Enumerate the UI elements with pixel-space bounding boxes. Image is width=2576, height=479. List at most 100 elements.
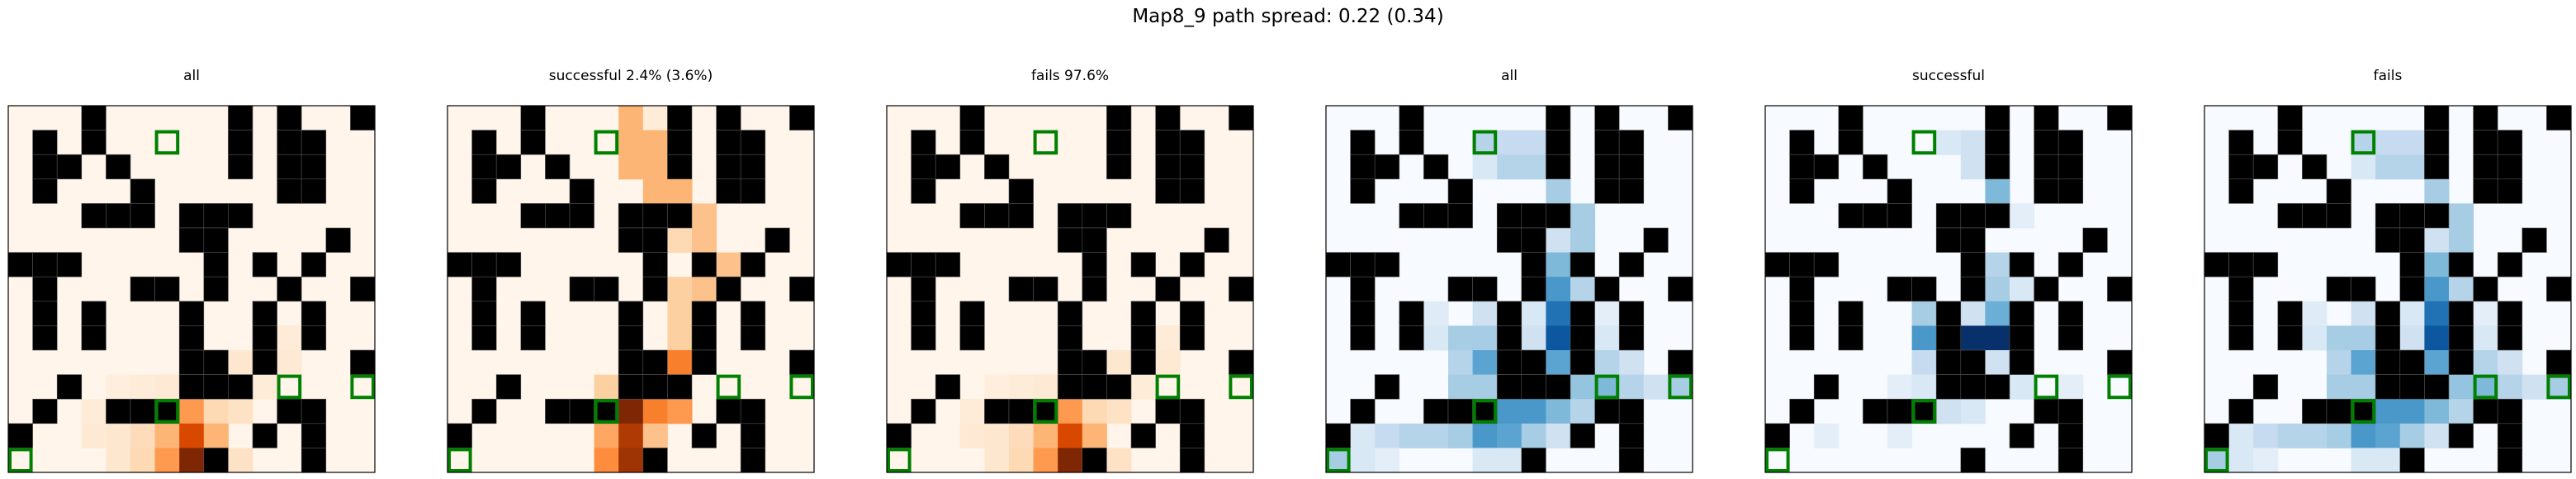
goal-marker xyxy=(1326,448,1351,472)
heat-cell xyxy=(2277,423,2303,448)
heat-cell xyxy=(2424,277,2450,302)
obstacle-cell xyxy=(642,203,668,229)
obstacle-cell xyxy=(1789,130,1815,155)
heat-cell xyxy=(1155,350,1181,376)
obstacle-cell xyxy=(1106,130,1132,155)
obstacle-cell xyxy=(301,325,327,351)
obstacle-cell xyxy=(154,398,180,424)
obstacle-cell xyxy=(2473,130,2498,155)
obstacle-cell xyxy=(471,325,497,351)
heat-cell xyxy=(1521,325,1546,351)
obstacle-cell xyxy=(1496,374,1522,400)
obstacle-cell xyxy=(7,252,33,277)
obstacle-cell xyxy=(1155,154,1181,180)
goal-marker xyxy=(716,374,741,400)
obstacle-cell xyxy=(447,252,472,277)
obstacle-cell xyxy=(2448,349,2474,375)
obstacle-cell xyxy=(2375,203,2401,229)
obstacle-cell xyxy=(1618,252,1645,277)
heat-cell xyxy=(1546,325,1571,351)
heat-cell xyxy=(1521,423,1546,448)
heat-cell xyxy=(2253,448,2279,473)
heat-cell xyxy=(1472,374,1498,400)
obstacle-cell xyxy=(203,349,229,375)
heat-cell xyxy=(1619,374,1645,400)
heat-cell xyxy=(667,325,693,351)
heat-cell xyxy=(1375,448,1400,473)
plot-frame xyxy=(7,105,376,473)
obstacle-cell xyxy=(130,178,155,204)
heat-cell xyxy=(1497,130,1522,155)
obstacle-cell xyxy=(2326,178,2351,204)
obstacle-cell xyxy=(2497,154,2523,180)
obstacle-cell xyxy=(252,423,277,448)
obstacle-cell xyxy=(471,301,497,326)
obstacle-cell xyxy=(1935,325,1962,351)
obstacle-cell xyxy=(2228,178,2254,204)
obstacle-cell xyxy=(1350,154,1376,180)
heat-cell xyxy=(1350,423,1376,448)
obstacle-cell xyxy=(301,301,327,326)
obstacle-cell xyxy=(1594,398,1620,424)
heat-cell xyxy=(1472,154,1498,180)
obstacle-cell xyxy=(1960,252,1986,277)
heat-cell xyxy=(1058,448,1083,473)
obstacle-cell xyxy=(1350,301,1376,326)
obstacle-cell xyxy=(1082,203,1107,229)
obstacle-cell xyxy=(1350,252,1376,277)
obstacle-cell xyxy=(1985,203,2010,229)
obstacle-cell xyxy=(1082,448,1107,473)
obstacle-cell xyxy=(1008,178,1034,204)
obstacle-cell xyxy=(1935,301,1962,326)
plot-frame xyxy=(886,105,1254,473)
obstacle-cell xyxy=(1618,178,1645,204)
goal-marker xyxy=(2546,374,2571,400)
obstacle-cell xyxy=(1082,374,1107,400)
obstacle-cell xyxy=(1179,252,1205,277)
obstacle-cell xyxy=(740,398,766,424)
obstacle-cell xyxy=(1570,325,1595,351)
heat-cell xyxy=(692,203,717,229)
obstacle-cell xyxy=(2424,374,2450,400)
obstacle-cell xyxy=(2473,154,2498,180)
obstacle-cell xyxy=(1204,227,1229,253)
obstacle-cell xyxy=(1155,178,1181,204)
obstacle-cell xyxy=(2302,154,2327,180)
heat-cell xyxy=(594,423,619,448)
heat-cell xyxy=(1472,423,1498,448)
obstacle-cell xyxy=(935,154,961,180)
obstacle-cell xyxy=(520,203,546,229)
obstacle-cell xyxy=(2252,374,2279,400)
plot-frame xyxy=(1764,105,2133,473)
obstacle-cell xyxy=(1179,423,1205,448)
heatmap-grid xyxy=(2204,105,2572,473)
obstacle-cell xyxy=(1155,276,1181,302)
heat-cell xyxy=(1960,301,1986,326)
obstacle-cell xyxy=(1546,105,1571,130)
obstacle-cell xyxy=(1229,276,1254,302)
obstacle-cell xyxy=(2228,325,2254,351)
panel-title: successful xyxy=(1912,68,1985,84)
goal-marker xyxy=(594,399,619,424)
obstacle-cell xyxy=(1106,374,1132,400)
heat-cell xyxy=(2351,154,2376,180)
obstacle-cell xyxy=(1960,448,1986,473)
obstacle-cell xyxy=(1179,301,1205,326)
heat-cell xyxy=(1960,130,1986,155)
obstacle-cell xyxy=(2057,398,2084,424)
obstacle-cell xyxy=(106,398,131,424)
obstacle-cell xyxy=(1764,423,1790,448)
obstacle-cell xyxy=(350,276,376,302)
obstacle-cell xyxy=(1179,178,1205,204)
heat-cell xyxy=(2375,154,2401,180)
obstacle-cell xyxy=(1082,276,1107,302)
obstacle-cell xyxy=(2473,105,2498,130)
obstacle-cell xyxy=(301,178,327,204)
heat-cell xyxy=(1497,399,1522,424)
obstacle-cell xyxy=(2424,203,2450,229)
heat-cell xyxy=(1521,301,1546,326)
obstacle-cell xyxy=(1546,374,1571,400)
obstacle-cell xyxy=(2009,325,2034,351)
heat-cell xyxy=(984,374,1010,400)
obstacle-cell xyxy=(789,349,815,375)
